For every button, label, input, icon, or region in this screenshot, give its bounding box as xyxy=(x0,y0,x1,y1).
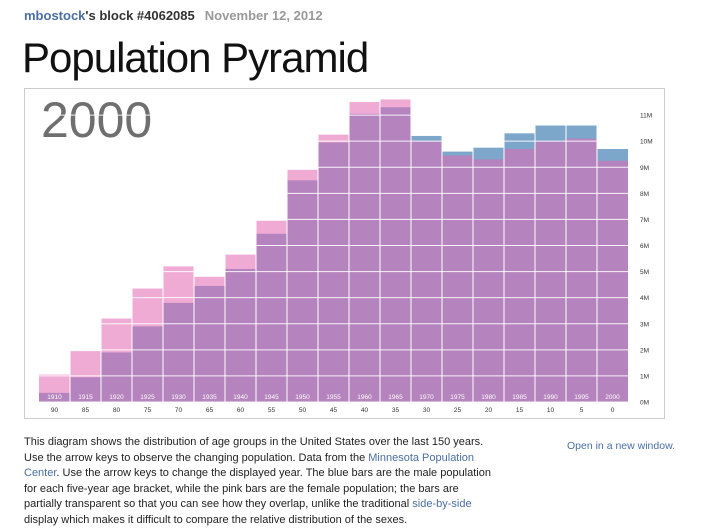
y-tick-label: 2M xyxy=(640,347,649,354)
age-label: 70 xyxy=(175,407,183,414)
y-tick-label: 1M xyxy=(640,373,649,380)
header-line: mbostock's block #4062085 November 12, 20… xyxy=(24,8,323,23)
age-label: 0 xyxy=(611,407,615,414)
y-tick-label: 5M xyxy=(640,269,649,276)
birth-year-label: 1965 xyxy=(388,394,403,401)
description: This diagram shows the distribution of a… xyxy=(24,435,494,529)
birth-year-label: 1975 xyxy=(450,394,465,401)
user-link[interactable]: mbostock xyxy=(24,8,86,23)
birth-year-label: 1990 xyxy=(543,394,558,401)
y-tick-label: 0M xyxy=(640,400,649,407)
birth-year-label: 1940 xyxy=(233,394,248,401)
y-tick-label: 8M xyxy=(640,191,649,198)
y-tick-label: 9M xyxy=(640,165,649,172)
age-label: 80 xyxy=(113,407,121,414)
birth-year-label: 2000 xyxy=(605,394,620,401)
female-bar xyxy=(70,351,101,402)
age-label: 35 xyxy=(392,407,400,414)
birth-year-label: 1995 xyxy=(574,394,589,401)
birth-year-label: 1955 xyxy=(326,394,341,401)
y-tick-label: 6M xyxy=(640,243,649,250)
female-bar xyxy=(194,276,225,402)
age-label: 75 xyxy=(144,407,152,414)
side-by-side-link[interactable]: side-by-side xyxy=(412,498,472,511)
female-bar xyxy=(132,288,163,402)
age-label: 25 xyxy=(454,407,462,414)
age-label: 10 xyxy=(547,407,555,414)
description-part-2: . Use the arrow keys to change the displ… xyxy=(24,467,491,511)
female-bar xyxy=(101,318,132,402)
female-bar xyxy=(287,169,318,402)
female-bar xyxy=(504,148,535,402)
female-bar xyxy=(39,374,70,402)
age-label: 55 xyxy=(268,407,276,414)
female-bar xyxy=(256,220,287,402)
birth-year-label: 1970 xyxy=(419,394,434,401)
description-part-1: This diagram shows the distribution of a… xyxy=(24,436,484,464)
female-bar xyxy=(225,254,256,402)
year-label: 2000 xyxy=(41,92,152,148)
population-pyramid-chart: 2000 1910 1915 1920 1925 1930 1935 1940 1945 1950… xyxy=(39,92,653,414)
birth-year-label: 1920 xyxy=(109,394,124,401)
birth-year-label: 1980 xyxy=(481,394,496,401)
age-label: 50 xyxy=(299,407,307,414)
age-label: 40 xyxy=(361,407,369,414)
birth-year-label: 1915 xyxy=(78,394,93,401)
y-tick-label: 3M xyxy=(640,321,649,328)
minnesota-population-center-link[interactable]: Minnesota Population Center xyxy=(24,451,475,480)
female-bar xyxy=(597,160,628,402)
age-label: 90 xyxy=(51,407,59,414)
female-bar xyxy=(318,134,349,403)
y-tick-label: 4M xyxy=(640,295,649,302)
female-bar xyxy=(442,155,473,402)
post-date: November 12, 2012 xyxy=(204,8,323,23)
birth-year-label: 1935 xyxy=(202,394,217,401)
female-bar xyxy=(349,102,380,403)
y-tick-label: 7M xyxy=(640,217,649,224)
birth-year-label: 1910 xyxy=(47,394,62,401)
description-part-3: display which makes it difficult to comp… xyxy=(24,513,408,526)
chart-frame: 2000 1910 1915 1920 1925 1930 1935 1940 1945 1950… xyxy=(24,88,665,419)
birth-year-label: 1925 xyxy=(140,394,155,401)
age-label: 30 xyxy=(423,407,431,414)
birth-year-label: 1985 xyxy=(512,394,527,401)
age-label: 20 xyxy=(485,407,493,414)
female-bar xyxy=(473,159,504,402)
female-bar xyxy=(566,138,597,402)
y-tick-label: 11M xyxy=(640,113,652,120)
y-tick-label: 10M xyxy=(640,139,653,146)
female-bar xyxy=(380,99,411,402)
birth-year-label: 1960 xyxy=(357,394,372,401)
age-label: 5 xyxy=(580,407,584,414)
age-label: 65 xyxy=(206,407,214,414)
birth-year-label: 1950 xyxy=(295,394,310,401)
age-label: 15 xyxy=(516,407,524,414)
block-id: 's block #4062085 xyxy=(85,8,195,23)
birth-year-label: 1930 xyxy=(171,394,186,401)
age-label: 45 xyxy=(330,407,338,414)
page-title: Population Pyramid xyxy=(22,34,369,81)
birth-year-label: 1945 xyxy=(264,394,279,401)
age-label: 85 xyxy=(82,407,90,414)
female-bar xyxy=(163,266,194,402)
open-in-new-window-link[interactable]: Open in a new window. xyxy=(567,440,675,452)
age-label: 60 xyxy=(237,407,245,414)
